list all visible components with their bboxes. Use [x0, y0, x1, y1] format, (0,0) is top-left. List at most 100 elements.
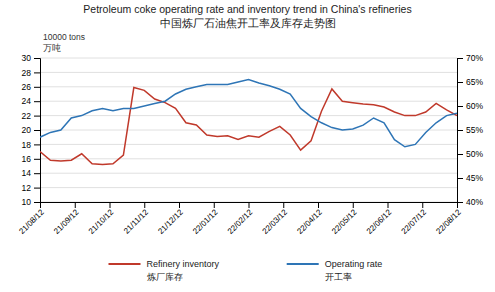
tick-mark	[318, 202, 319, 208]
tick-label: 28	[22, 68, 32, 78]
tick: 18	[22, 140, 40, 150]
tick-mark	[34, 58, 40, 59]
chart-svg: 21/08/1221/09/1221/10/1221/11/1221/12/12…	[0, 0, 495, 292]
tick-label: 65%	[466, 77, 483, 87]
tick: 20	[22, 125, 40, 135]
tick-label: 30	[22, 53, 32, 63]
tick-label: 16	[22, 154, 32, 164]
tick-mark	[34, 202, 40, 203]
tick: 21/11/12	[122, 202, 150, 236]
tick: 22/03/12	[261, 202, 290, 236]
tick-label: 22	[22, 111, 32, 121]
tick-label: 22/04/12	[295, 207, 324, 236]
title: Petroleum coke operating rate and invent…	[83, 3, 411, 15]
tick-label: 22/02/12	[226, 207, 255, 236]
tick-label: 22/06/12	[365, 207, 394, 236]
tick: 60%	[457, 101, 483, 111]
tick-label: 21/12/12	[156, 207, 185, 236]
tick-label: 55%	[466, 125, 483, 135]
axis-line	[34, 59, 41, 203]
legend-label: 开工率	[325, 272, 352, 282]
tick-mark	[388, 202, 389, 208]
legend: Refinery inventory炼厂库存Operating rate开工率	[109, 259, 383, 282]
tick-label: 22/03/12	[261, 207, 290, 236]
tick: 22/08/12	[434, 202, 463, 236]
tick: 22/06/12	[365, 202, 394, 236]
tick-mark	[34, 188, 40, 189]
tick: 22/04/12	[295, 202, 324, 236]
chart-container: 21/08/1221/09/1221/10/1221/11/1221/12/12…	[0, 0, 495, 292]
grid-line	[40, 58, 457, 59]
tick: 26	[22, 82, 40, 92]
tick-mark	[214, 202, 215, 208]
x-axis: 21/08/1221/09/1221/10/1221/11/1221/12/12…	[17, 202, 463, 236]
tick: 24	[22, 96, 40, 106]
tick-label: 14	[22, 168, 32, 178]
tick-mark	[34, 159, 40, 160]
grid-line	[40, 72, 457, 73]
grid-line	[40, 101, 457, 102]
tick-mark	[283, 202, 284, 208]
plot-area	[40, 80, 457, 165]
axis-line	[41, 203, 458, 209]
tick-label: 22/08/12	[434, 207, 463, 236]
tick-label: 24	[22, 96, 32, 106]
tick: 22/02/12	[226, 202, 255, 236]
tick-mark	[457, 154, 463, 155]
grid-line	[40, 173, 457, 174]
tick: 65%	[457, 77, 483, 87]
tick: 12	[22, 183, 40, 193]
tick-mark	[144, 202, 145, 208]
tick-mark	[75, 202, 76, 208]
subtitle: 中国炼厂石油焦开工率及库存走势图	[160, 17, 336, 29]
tick-mark	[249, 202, 250, 208]
tick-label: 18	[22, 140, 32, 150]
grid-line	[40, 86, 457, 87]
tick: 21/09/12	[52, 202, 81, 236]
grid-line	[40, 115, 457, 116]
legend-label: 炼厂库存	[147, 272, 183, 282]
y-axis: 10 12 14 16 18 20 22 24 26 28 30	[22, 53, 41, 207]
tick-label: 60%	[466, 101, 483, 111]
tick: 14	[22, 168, 40, 178]
series-line	[40, 80, 457, 147]
y-axis-label: 10000 tons	[43, 32, 85, 42]
grid-line	[40, 187, 457, 188]
tick-label: 21/08/12	[17, 207, 46, 236]
tick-mark	[457, 58, 463, 59]
tick: 30	[22, 53, 40, 63]
tick: 55%	[457, 125, 483, 135]
tick-mark	[179, 202, 180, 208]
tick-mark	[457, 106, 463, 107]
tick-mark	[353, 202, 354, 208]
tick-label: 22/05/12	[330, 207, 359, 236]
tick-mark	[457, 178, 463, 179]
tick-label: 70%	[466, 53, 483, 63]
tick: 22	[22, 111, 40, 121]
series-line	[40, 88, 457, 165]
tick: 50%	[457, 149, 483, 159]
grid	[40, 58, 457, 202]
tick: 10	[22, 197, 40, 207]
tick-mark	[422, 202, 423, 208]
grid-line	[40, 130, 457, 131]
tick-mark	[110, 202, 111, 208]
y2-axis: 40% 45% 50% 55% 60% 65% 70%	[457, 53, 483, 207]
legend-swatch	[287, 263, 319, 265]
tick-label: 40%	[466, 197, 483, 207]
legend-swatch	[109, 263, 141, 265]
tick: 40%	[457, 197, 483, 207]
axis-line	[458, 59, 464, 203]
tick: 45%	[457, 173, 483, 183]
tick: 28	[22, 68, 40, 78]
tick-mark	[34, 87, 40, 88]
tick-label: 20	[22, 125, 32, 135]
tick: 22/05/12	[330, 202, 359, 236]
tick-label: 50%	[466, 149, 483, 159]
grid-line	[40, 144, 457, 145]
tick-label: 21/11/12	[122, 207, 150, 235]
tick-mark	[34, 130, 40, 131]
tick-mark	[34, 116, 40, 117]
tick-label: 22/07/12	[400, 207, 429, 236]
tick-label: 22/01/12	[191, 207, 220, 236]
